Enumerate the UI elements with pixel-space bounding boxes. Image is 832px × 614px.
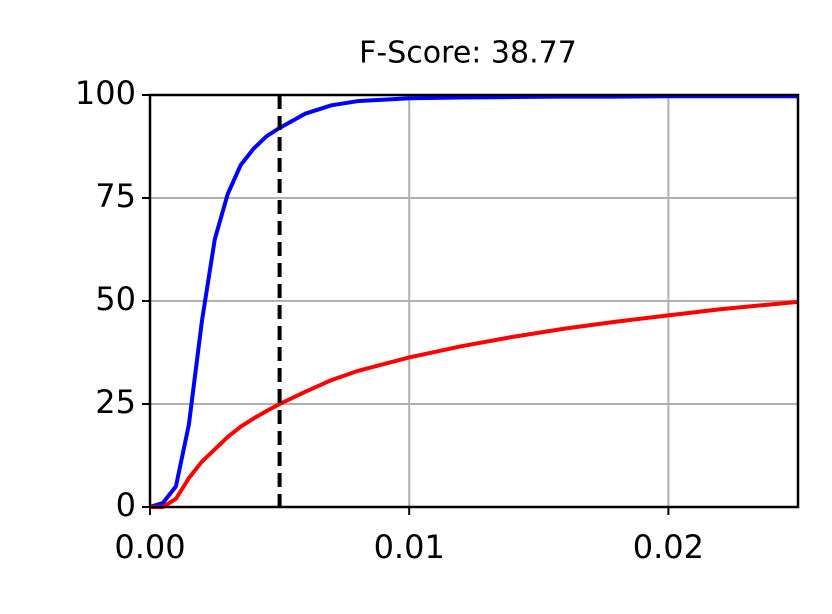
chart-title: F-Score: 38.77 [359,36,577,71]
y-tick-label: 50 [95,280,136,318]
y-tick-label: 0 [116,486,136,524]
series-line [150,299,799,509]
x-tick-label: 0.01 [374,528,445,566]
series-line [149,94,798,509]
y-tick-label: 25 [95,383,136,421]
x-tick-label: 0.00 [114,528,185,566]
plot-frame [148,93,800,509]
x-tick-label: 0.02 [633,528,704,566]
y-tick-label: 100 [75,74,136,112]
y-tick-label: 75 [95,177,136,215]
